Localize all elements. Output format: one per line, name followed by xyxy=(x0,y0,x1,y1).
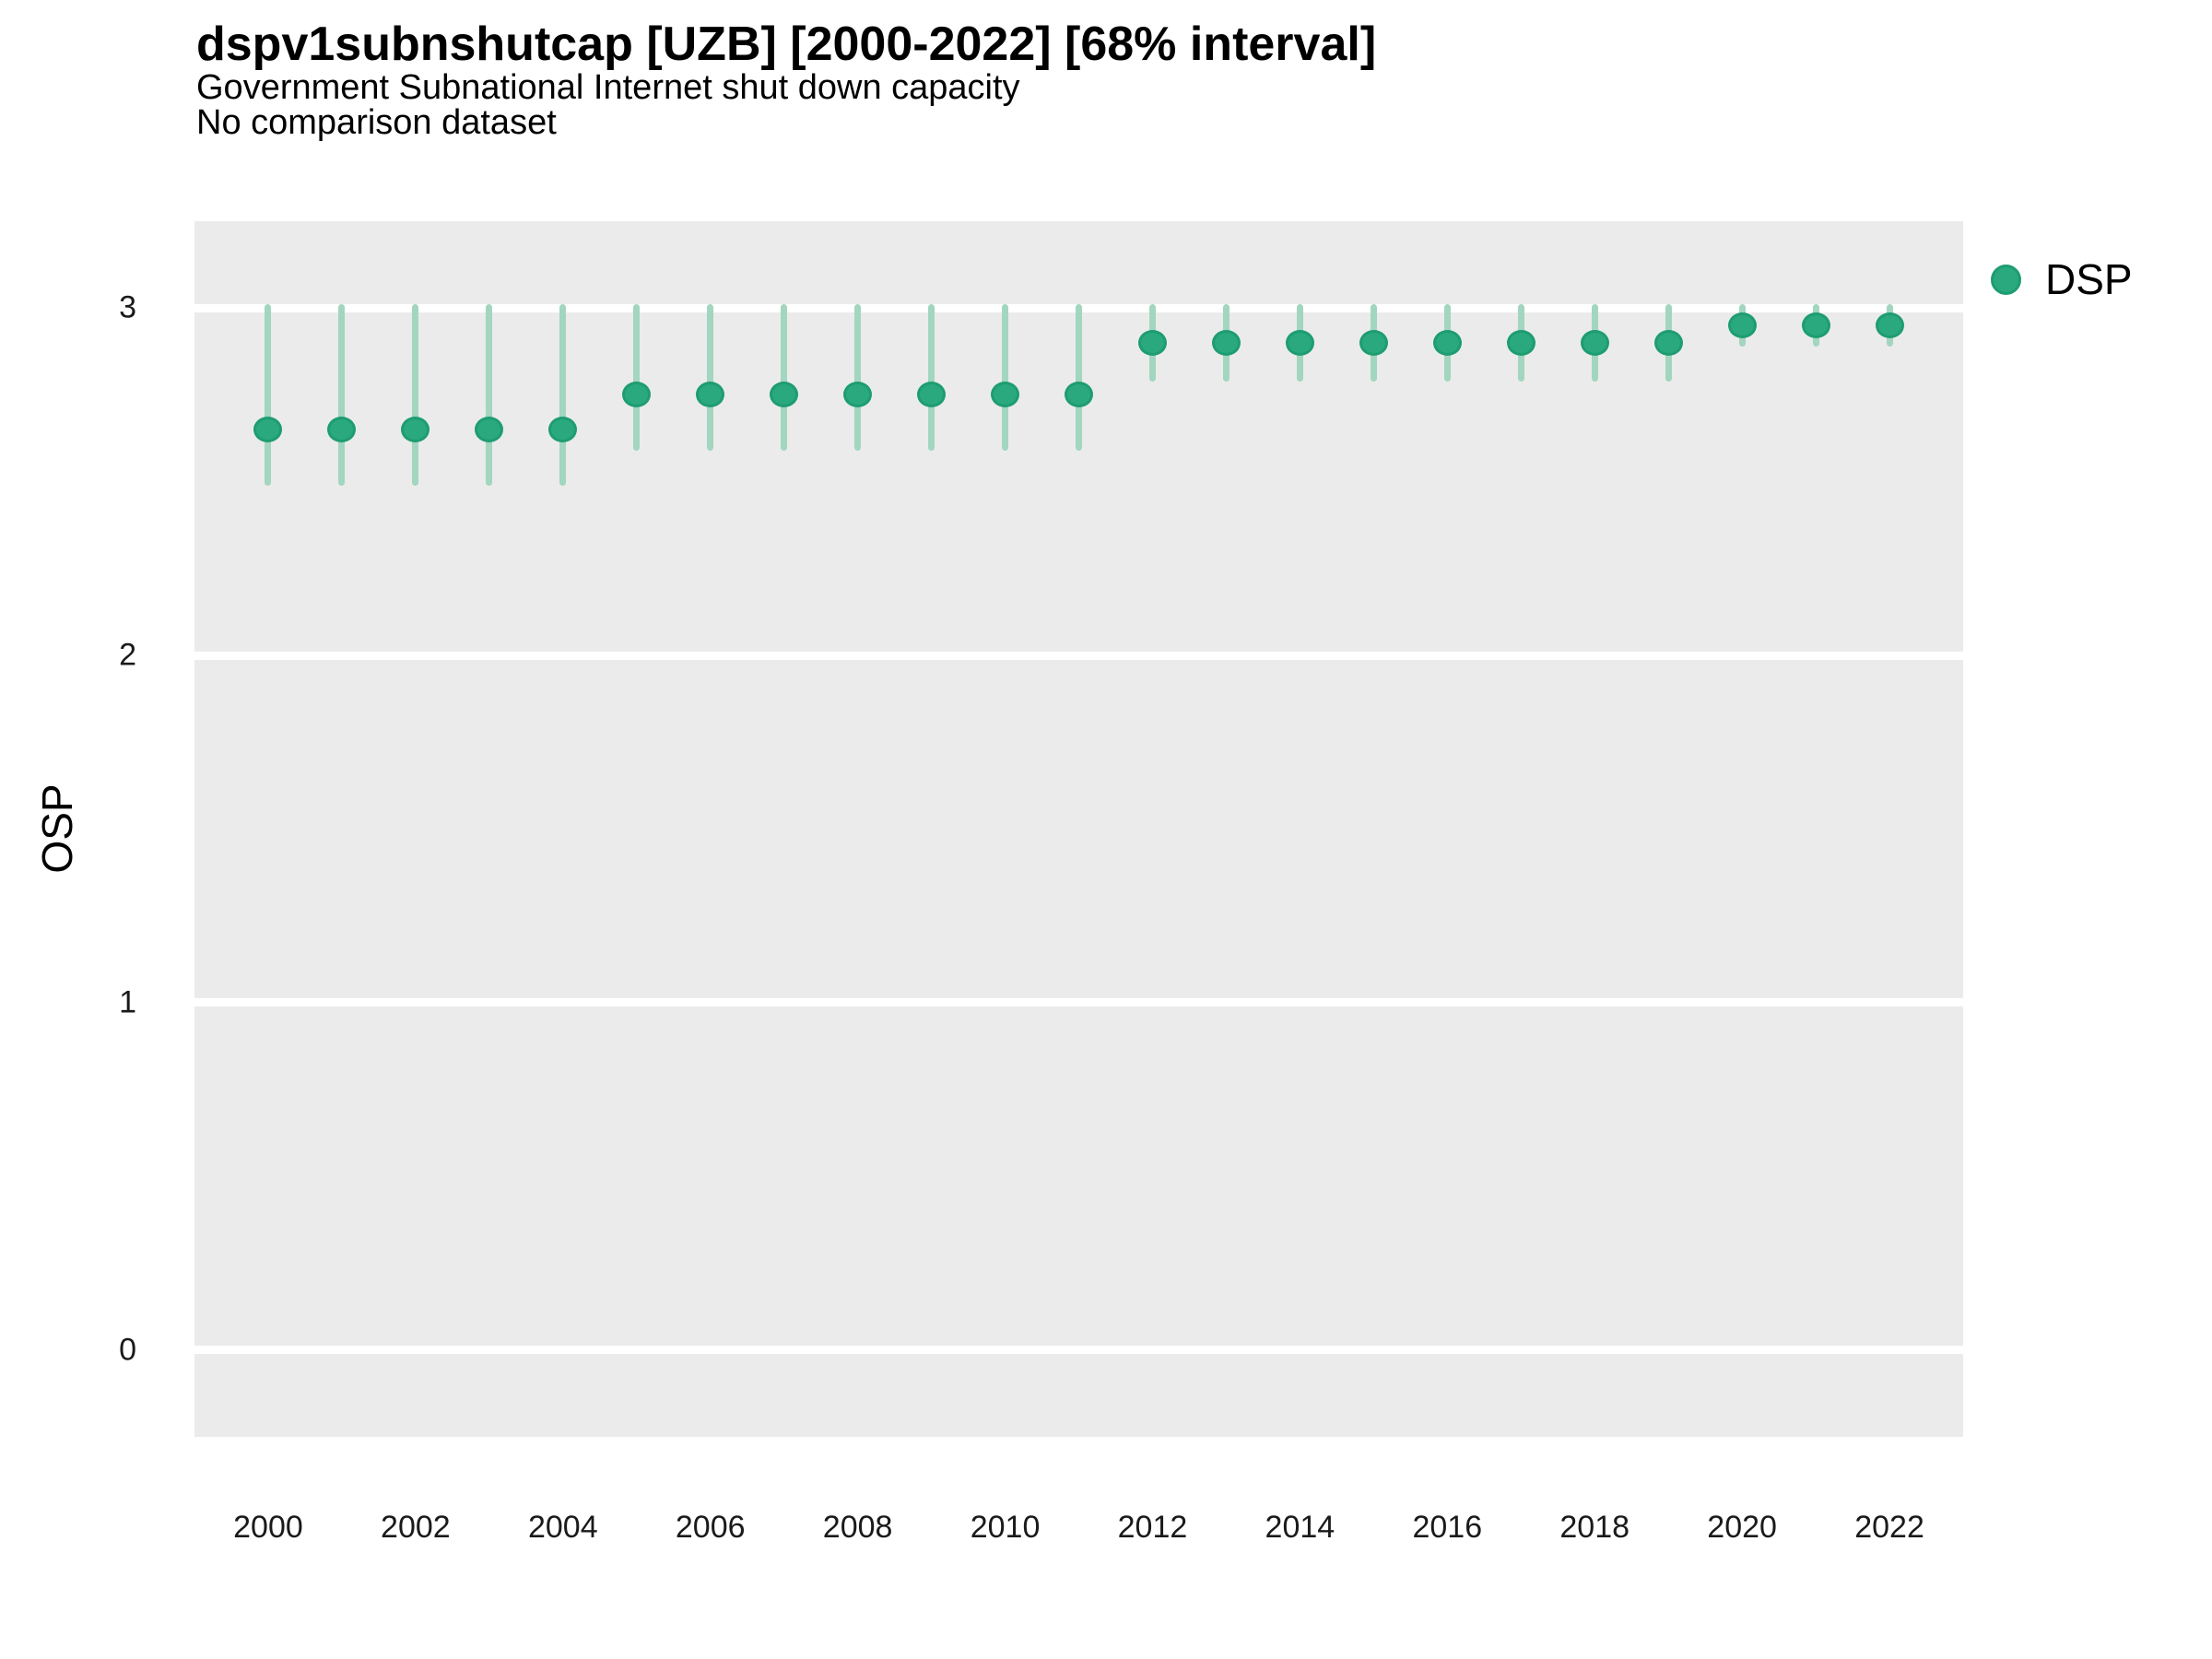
data-point-2012 xyxy=(1137,329,1167,356)
data-point-2018 xyxy=(1580,329,1609,356)
x-tick-label-2014: 2014 xyxy=(1265,1510,1335,1545)
x-tick-label-2022: 2022 xyxy=(1854,1510,1924,1545)
data-point-2003 xyxy=(475,417,504,443)
interval-line-2000 xyxy=(265,304,272,486)
data-point-2001 xyxy=(327,417,357,443)
interval-line-2003 xyxy=(486,304,493,486)
x-tick-label-2012: 2012 xyxy=(1117,1510,1188,1545)
gridline-y-1 xyxy=(194,998,1963,1007)
legend-circle-icon xyxy=(1991,264,2021,295)
data-point-2019 xyxy=(1653,329,1683,356)
y-tick-label-3: 3 xyxy=(119,289,136,325)
legend: DSP xyxy=(1991,254,2133,304)
data-point-2009 xyxy=(917,382,947,408)
data-point-2006 xyxy=(696,382,725,408)
data-point-2015 xyxy=(1359,329,1388,356)
data-point-2013 xyxy=(1211,329,1241,356)
x-tick-label-2006: 2006 xyxy=(675,1510,746,1545)
x-tick-label-2018: 2018 xyxy=(1559,1510,1630,1545)
data-point-2011 xyxy=(1065,382,1093,408)
y-tick-label-1: 1 xyxy=(119,984,136,1020)
interval-line-2010 xyxy=(1002,304,1009,451)
legend-label: DSP xyxy=(2045,255,2133,303)
data-point-2000 xyxy=(253,417,283,443)
y-tick-label-0: 0 xyxy=(119,1332,136,1368)
y-tick-label-2: 2 xyxy=(119,637,136,673)
data-point-2022 xyxy=(1875,312,1904,339)
chart-subtitle: Government Subnational Internet shut dow… xyxy=(196,68,1020,107)
x-tick-label-2002: 2002 xyxy=(381,1510,451,1545)
data-point-2005 xyxy=(622,382,652,408)
x-tick-label-2000: 2000 xyxy=(233,1510,303,1545)
plot-panel xyxy=(194,221,1963,1437)
y-axis-title: OSP xyxy=(33,783,81,874)
data-point-2002 xyxy=(401,417,430,443)
interval-line-2011 xyxy=(1076,304,1082,451)
data-point-2021 xyxy=(1801,312,1830,339)
interval-line-2002 xyxy=(412,304,419,486)
data-point-2010 xyxy=(991,382,1020,408)
data-point-2007 xyxy=(770,382,799,408)
data-point-2004 xyxy=(548,417,578,443)
chart-note: No comparison dataset xyxy=(196,103,557,142)
data-point-2008 xyxy=(843,382,873,408)
gridline-y-2 xyxy=(194,651,1963,660)
data-point-2017 xyxy=(1506,329,1535,356)
interval-line-2005 xyxy=(633,304,641,451)
data-point-2016 xyxy=(1432,329,1462,356)
x-tick-label-2004: 2004 xyxy=(527,1510,598,1545)
interval-line-2001 xyxy=(338,304,346,486)
interval-line-2008 xyxy=(854,304,862,451)
x-tick-label-2010: 2010 xyxy=(970,1510,1041,1545)
interval-line-2006 xyxy=(707,304,714,451)
chart-title: dspv1subnshutcap [UZB] [2000-2022] [68% … xyxy=(196,18,1377,71)
data-point-2020 xyxy=(1727,312,1757,339)
interval-line-2004 xyxy=(559,304,567,486)
gridline-y-0 xyxy=(194,1346,1963,1355)
interval-line-2009 xyxy=(928,304,935,451)
x-tick-label-2008: 2008 xyxy=(822,1510,893,1545)
x-tick-label-2020: 2020 xyxy=(1707,1510,1777,1545)
data-point-2014 xyxy=(1285,329,1314,356)
interval-line-2007 xyxy=(781,304,788,451)
x-tick-label-2016: 2016 xyxy=(1412,1510,1483,1545)
